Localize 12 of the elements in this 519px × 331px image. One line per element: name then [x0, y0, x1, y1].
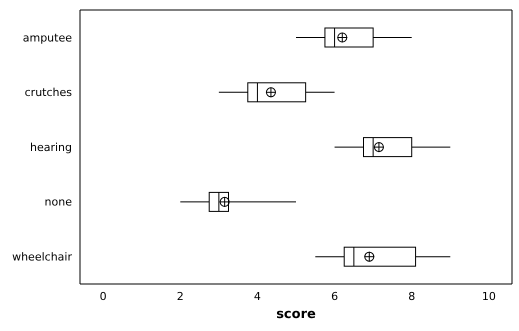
y-tick-label: none — [44, 196, 72, 209]
x-tick-label: 6 — [331, 290, 338, 303]
x-tick-label: 8 — [408, 290, 416, 303]
y-tick-label: amputee — [22, 31, 72, 44]
x-tick-label: 4 — [254, 290, 261, 303]
x-tick-label: 0 — [100, 290, 107, 303]
y-tick-label: wheelchair — [12, 250, 72, 264]
x-tick-label: 2 — [176, 290, 184, 303]
x-axis-title: score — [276, 307, 316, 322]
y-tick-label: hearing — [30, 140, 72, 154]
x-tick-label: 10 — [482, 290, 496, 303]
y-tick-label: crutches — [24, 86, 72, 100]
